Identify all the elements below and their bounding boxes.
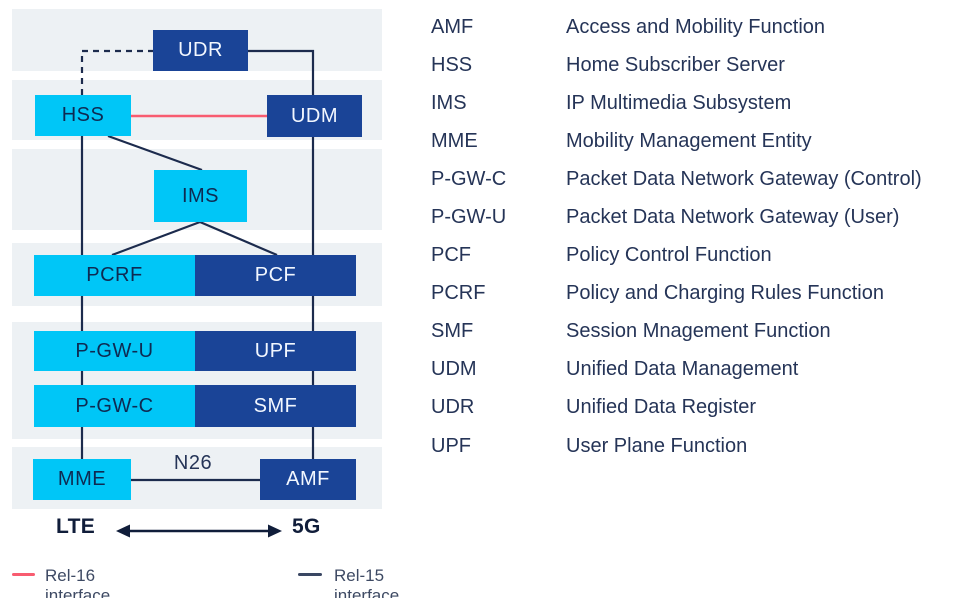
glossary-definition: Mobility Management Entity: [566, 129, 812, 152]
glossary-row: HSS Home Subscriber Server: [431, 46, 971, 84]
node-pgwu-label: P-GW-U: [75, 339, 154, 362]
glossary-row: PCRF Policy and Charging Rules Function: [431, 275, 971, 313]
glossary-definition: Unified Data Management: [566, 358, 799, 381]
glossary-row: UDM Unified Data Management: [431, 351, 971, 389]
glossary-abbr: UPF: [431, 434, 471, 457]
glossary-abbr: AMF: [431, 15, 474, 38]
diagram-edges: [80, 49, 315, 538]
glossary-definition: Policy and Charging Rules Function: [566, 282, 884, 305]
glossary-abbr: P-GW-U: [431, 206, 507, 229]
node-pgwc-label: P-GW-C: [75, 394, 154, 417]
node-hss: HSS: [35, 95, 131, 136]
glossary-row: PCF Policy Control Function: [431, 237, 971, 275]
glossary-row: MME Mobility Management Entity: [431, 122, 971, 160]
edge-ims-pcrf: [111, 220, 201, 257]
node-ims: IMS: [154, 170, 247, 222]
node-smf-label: SMF: [253, 394, 298, 417]
node-hss-label: HSS: [61, 104, 105, 126]
glossary-abbr: IMS: [431, 91, 467, 114]
axis-label-5g: 5G: [292, 515, 321, 538]
node-smf: SMF: [195, 385, 356, 427]
axis-label-lte: LTE: [56, 515, 96, 538]
glossary-list: AMF Access and Mobility Function HSS Home …: [431, 8, 971, 465]
glossary-definition: Session Mnagement Function: [566, 320, 831, 343]
node-upf-label: UPF: [254, 339, 297, 362]
glossary-abbr: HSS: [431, 53, 473, 76]
node-udm-label: UDM: [290, 104, 339, 127]
glossary-definition: Unified Data Register: [566, 396, 757, 419]
rel16-line-swatch: [12, 573, 35, 576]
edge-hss-ims: [107, 134, 203, 172]
glossary-abbr: MME: [431, 129, 478, 152]
node-mme-label: MME: [57, 468, 107, 490]
glossary-row: SMF Session Mnagement Function: [431, 313, 971, 351]
glossary-row: UDR Unified Data Register: [431, 389, 971, 427]
glossary-row: AMF Access and Mobility Function: [431, 8, 971, 46]
glossary-definition: User Plane Function: [566, 434, 748, 457]
node-pgwu: P-GW-U: [34, 331, 195, 371]
node-upf: UPF: [195, 331, 356, 371]
glossary-definition: Packet Data Network Gateway (Control): [566, 167, 922, 190]
node-udr: UDR: [153, 30, 248, 71]
edge-udr-hss: [80, 49, 153, 95]
edge-ims-pcf: [199, 220, 278, 257]
node-pcf-label: PCF: [254, 264, 297, 286]
rel15-legend-label: Rel-15 interface: [334, 566, 400, 598]
glossary-abbr: P-GW-C: [431, 167, 507, 190]
node-ims-label: IMS: [181, 184, 220, 207]
n26-interface-label: N26: [173, 452, 213, 474]
node-pcrf-label: PCRF: [86, 264, 143, 286]
glossary-definition: Policy Control Function: [566, 244, 772, 267]
node-pcf: PCF: [195, 255, 356, 296]
glossary-row: IMS IP Multimedia Subsystem: [431, 84, 971, 122]
edge-udr-udm-pcf-upf-smf-amf: [248, 49, 315, 459]
glossary-abbr: UDR: [431, 396, 475, 419]
rel15-line-swatch: [298, 573, 322, 576]
node-pgwc: P-GW-C: [34, 385, 195, 427]
glossary-definition: Packet Data Network Gateway (User): [566, 206, 900, 229]
node-pcrf: PCRF: [34, 255, 195, 296]
glossary-abbr: PCF: [431, 244, 471, 267]
glossary-definition: Home Subscriber Server: [566, 53, 785, 76]
node-amf: AMF: [260, 459, 356, 500]
glossary-abbr: PCRF: [431, 282, 486, 305]
node-mme: MME: [33, 459, 131, 500]
glossary-row: P-GW-C Packet Data Network Gateway (Contr…: [431, 160, 971, 198]
node-udm: UDM: [267, 95, 362, 137]
glossary-abbr: UDM: [431, 358, 477, 381]
glossary-definition: Access and Mobility Function: [566, 15, 826, 38]
node-amf-label: AMF: [286, 468, 330, 490]
lte-5g-arrow: [116, 524, 282, 538]
node-udr-label: UDR: [178, 39, 223, 61]
glossary-definition: IP Multimedia Subsystem: [566, 91, 792, 114]
glossary-row: UPF User Plane Function: [431, 427, 971, 465]
glossary-row: P-GW-U Packet Data Network Gateway (User): [431, 198, 971, 236]
glossary-abbr: SMF: [431, 320, 474, 343]
rel16-legend-label: Rel-16 interface: [45, 566, 111, 598]
